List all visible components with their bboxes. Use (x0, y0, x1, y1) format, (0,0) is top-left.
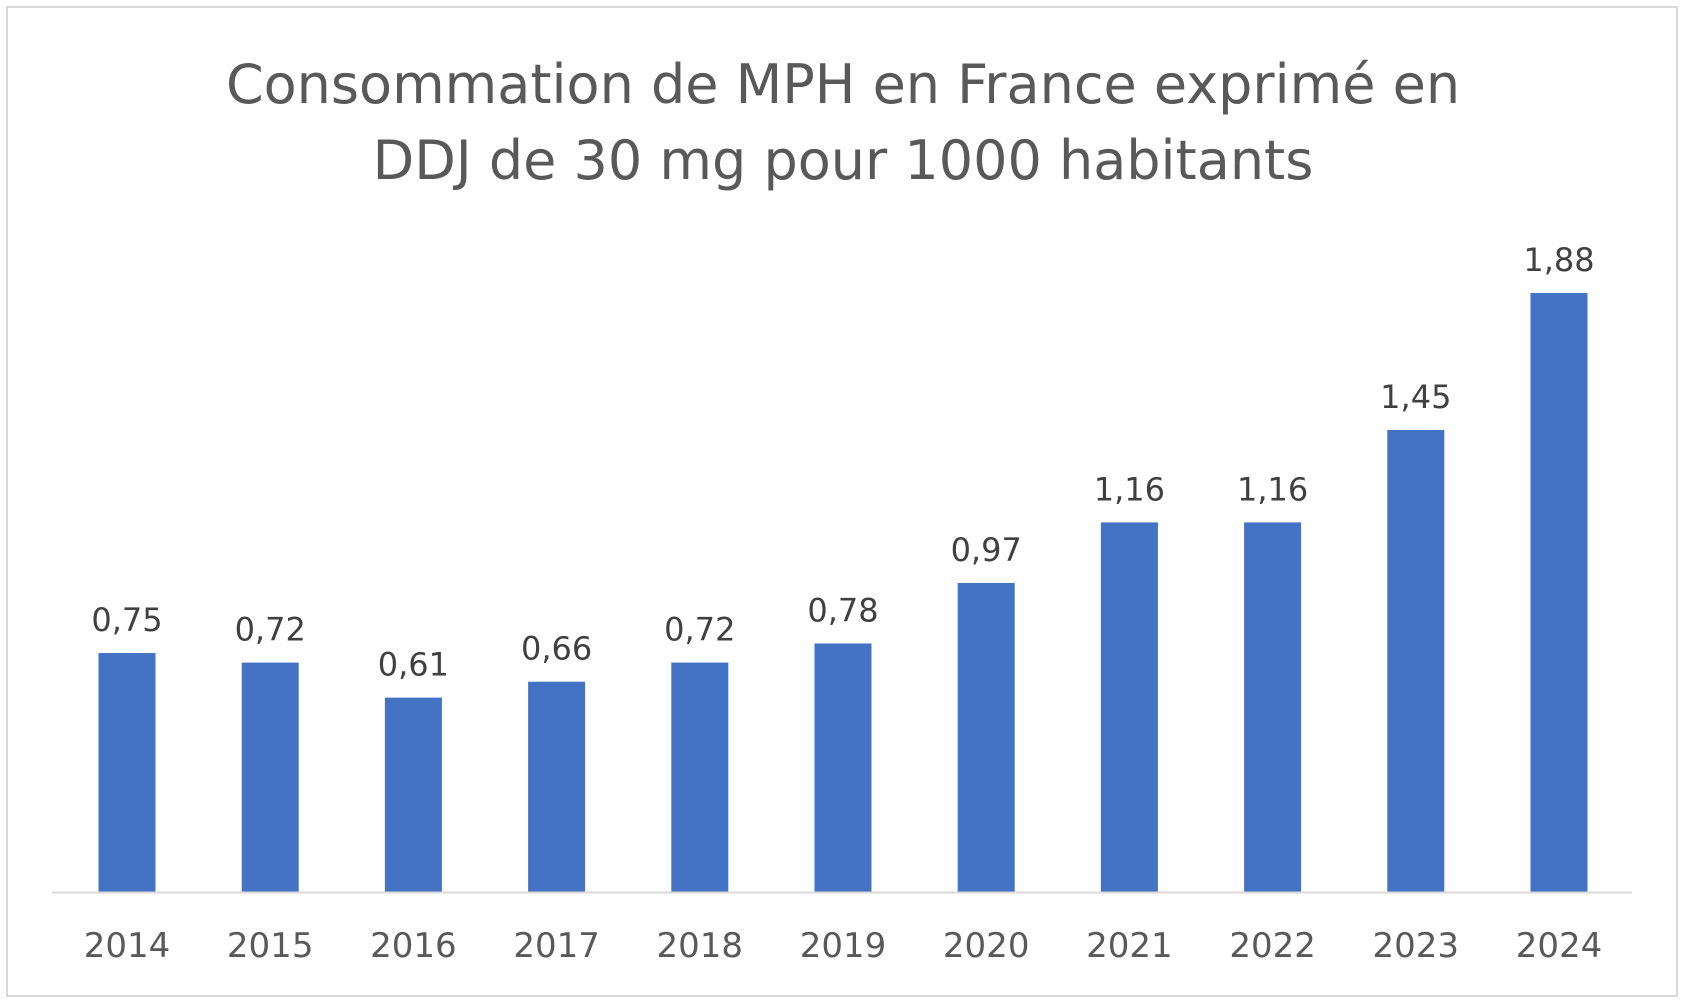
data-label-2017: 0,66 (521, 630, 592, 668)
data-label-2023: 1,45 (1380, 378, 1451, 416)
bar-2018 (671, 662, 729, 892)
chart-title-line-2: DDJ de 30 mg pour 1000 habitants (372, 129, 1314, 192)
data-label-2014: 0,75 (91, 601, 162, 639)
bar-2017 (528, 681, 586, 892)
x-tick-label-2016: 2016 (370, 926, 457, 966)
x-tick-label-2024: 2024 (1516, 926, 1603, 966)
x-tick-label-2021: 2021 (1086, 926, 1173, 966)
data-label-2018: 0,72 (664, 611, 735, 649)
bar-2024 (1530, 293, 1588, 892)
x-tick-label-2017: 2017 (513, 926, 600, 966)
data-label-2015: 0,72 (235, 611, 306, 649)
data-label-2024: 1,88 (1523, 241, 1594, 279)
bar-2023 (1387, 430, 1445, 892)
data-label-2020: 0,97 (951, 531, 1022, 569)
x-tick-label-2018: 2018 (657, 926, 744, 966)
data-label-2021: 1,16 (1094, 470, 1165, 508)
bar-2021 (1100, 522, 1158, 892)
chart-title-line-1: Consommation de MPH en France exprimé en (225, 53, 1461, 116)
bar-2016 (384, 697, 442, 892)
bar-2020 (957, 582, 1015, 892)
bar-2015 (241, 662, 299, 892)
bar-2019 (814, 643, 872, 892)
x-tick-label-2020: 2020 (943, 926, 1030, 966)
data-label-2019: 0,78 (807, 591, 878, 629)
x-tick-label-2022: 2022 (1229, 926, 1316, 966)
x-tick-label-2019: 2019 (800, 926, 887, 966)
bar-2014 (98, 653, 156, 892)
x-tick-label-2023: 2023 (1373, 926, 1460, 966)
x-tick-label-2015: 2015 (227, 926, 314, 966)
data-label-2022: 1,16 (1237, 470, 1308, 508)
bar-2022 (1244, 522, 1302, 892)
data-label-2016: 0,61 (378, 646, 449, 684)
x-tick-label-2014: 2014 (84, 926, 171, 966)
